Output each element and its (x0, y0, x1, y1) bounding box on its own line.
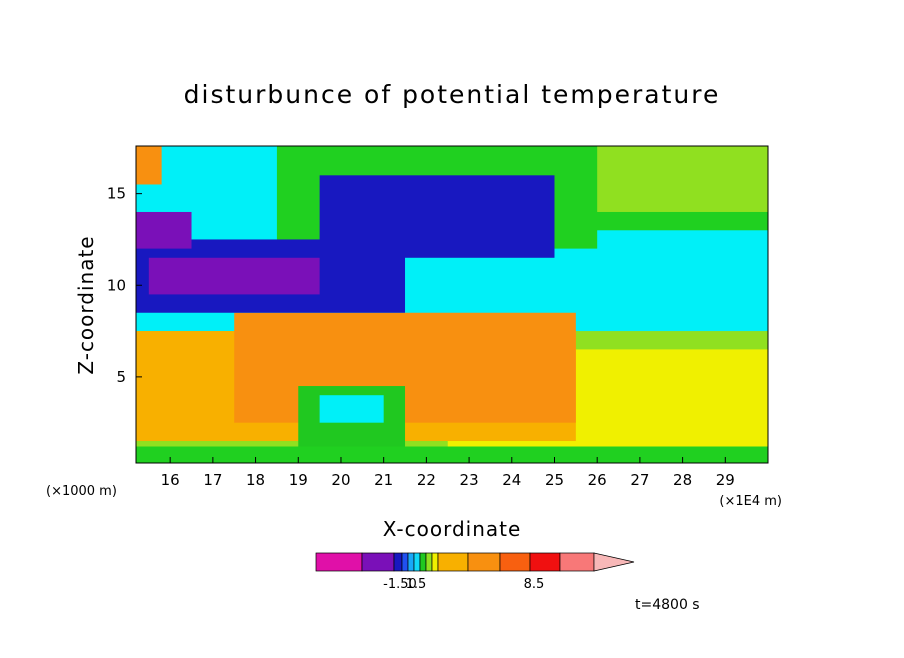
colorbar-swatch-1 (361, 552, 395, 572)
colorbar-swatch-2 (393, 552, 403, 572)
x-unit-right: (×1E4 m) (719, 494, 782, 509)
y-tick-label-2: 15 (107, 185, 126, 203)
y-tick-label-0: 5 (116, 368, 126, 386)
field-cell-14 (136, 146, 162, 185)
y-ticks: 5 10 15 (107, 185, 142, 386)
colorbar-swatch-4 (407, 552, 415, 572)
x-tick-label-11: 27 (630, 471, 649, 489)
colorbar-swatch-6 (419, 552, 427, 572)
plot-field (136, 146, 768, 463)
colorbar-label-1: 1.5 (406, 577, 427, 592)
colorbar-label-0: -1.50 (383, 577, 417, 592)
colorbar-swatch-10 (467, 552, 501, 572)
x-tick-label-9: 25 (545, 471, 564, 489)
colorbar-swatch-5 (413, 552, 421, 572)
colorbar-swatch-13 (559, 552, 595, 572)
colorbar-swatch-8 (431, 552, 439, 572)
field-cell-5 (136, 446, 768, 463)
x-tick-label-12: 28 (673, 471, 692, 489)
field-cell-13 (319, 175, 555, 258)
field-cell-15 (597, 230, 768, 304)
x-tick-label-1: 17 (203, 471, 222, 489)
y-axis-label: Z-coordinate (74, 235, 98, 374)
y-tick-label-1: 10 (107, 276, 126, 294)
field-cell-12 (136, 211, 192, 249)
x-tick-label-8: 24 (502, 471, 521, 489)
colorbar-arrow (593, 552, 635, 572)
colorbar-swatch-3 (401, 552, 409, 572)
x-unit-left: (×1000 m) (46, 484, 117, 499)
x-tick-label-3: 19 (289, 471, 308, 489)
colorbar-swatch-0 (315, 552, 363, 572)
plot-frame (135, 145, 769, 464)
colorbar-swatch-9 (437, 552, 469, 572)
colorbar-swatch-11 (499, 552, 531, 572)
colorbar-swatch-7 (425, 552, 433, 572)
x-tick-label-0: 16 (161, 471, 180, 489)
x-tick-label-2: 18 (246, 471, 265, 489)
field-cell-11 (148, 257, 320, 295)
colorbar (315, 552, 635, 572)
colorbar-label-2: 8.5 (524, 577, 545, 592)
x-tick-label-5: 21 (374, 471, 393, 489)
x-tick-label-13: 29 (716, 471, 735, 489)
x-ticks: 16 17 18 19 20 21 22 23 24 25 26 27 28 29 (161, 457, 735, 489)
time-label: t=4800 s (635, 597, 700, 613)
colorbar-swatch-12 (529, 552, 561, 572)
x-axis-label: X-coordinate (383, 517, 522, 541)
x-tick-label-6: 22 (417, 471, 436, 489)
chart-title: disturbunce of potential temperature (184, 80, 721, 109)
field-cell-9 (319, 395, 384, 423)
colorbar-labels: -1.501.5 8.5 (383, 577, 544, 592)
x-tick-label-10: 26 (588, 471, 607, 489)
x-tick-label-7: 23 (460, 471, 479, 489)
field-cell-2 (597, 146, 768, 212)
x-tick-label-4: 20 (331, 471, 350, 489)
